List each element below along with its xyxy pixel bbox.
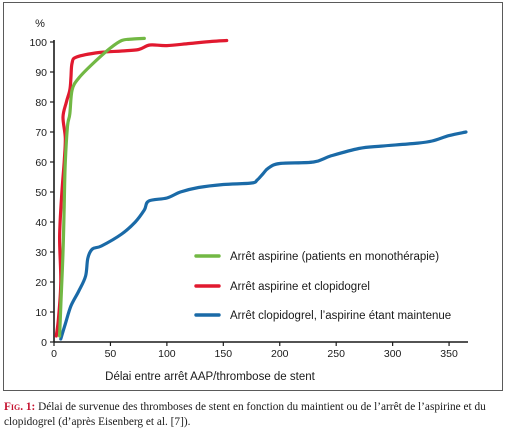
x-tick-label: 100 [158, 348, 176, 360]
figure-caption-text: Délai de survenue des thromboses de sten… [4, 401, 486, 428]
y-tick-label: 70 [35, 127, 47, 139]
legend: Arrêt aspirine (patients en monothérapie… [194, 251, 451, 322]
legend-label: Arrêt aspirine et clopidogrel [230, 281, 370, 293]
axes: 0 10 20 30 40 50 60 70 80 90 100 0 50 100 150 200 250 300… [29, 18, 468, 383]
y-tick-label: 10 [35, 307, 47, 319]
y-tick-label: 90 [35, 67, 47, 79]
figure-caption: Fig. 1: Délai de survenue des thromboses… [4, 400, 504, 430]
x-tick-label: 250 [327, 348, 345, 360]
x-tick-label: 0 [51, 348, 57, 360]
y-tick-label: 80 [35, 97, 47, 109]
y-tick-label: 40 [35, 217, 47, 229]
series-line-2 [54, 38, 229, 338]
x-tick-label: 50 [105, 348, 117, 360]
x-tick-label: 150 [215, 348, 233, 360]
y-tick-label: 60 [35, 157, 47, 169]
y-tick-label: 0 [41, 337, 47, 349]
y-tick-label: 30 [35, 247, 47, 259]
series-line-3 [59, 130, 468, 341]
y-tick-label: 20 [35, 277, 47, 289]
y-tick-label: 50 [35, 187, 47, 199]
series-line-1 [58, 36, 146, 338]
series-lines [54, 36, 468, 341]
figure-frame [3, 2, 503, 391]
stent-thrombosis-chart: 0 10 20 30 40 50 60 70 80 90 100 0 50 100 150 200 250 300… [29, 18, 468, 383]
x-tick-label: 200 [271, 348, 289, 360]
x-axis-label: Délai entre arrêt AAP/thrombose de stent [105, 371, 315, 383]
x-tick-label: 350 [440, 348, 458, 360]
legend-label: Arrêt clopidogrel, l’aspirine étant main… [230, 310, 451, 322]
legend-label: Arrêt aspirine (patients en monothérapie… [230, 251, 439, 263]
figure-label: Fig. 1: [4, 401, 36, 413]
y-axis-label: % [35, 18, 45, 30]
x-tick-label: 300 [384, 348, 402, 360]
y-tick-label: 100 [29, 37, 47, 49]
